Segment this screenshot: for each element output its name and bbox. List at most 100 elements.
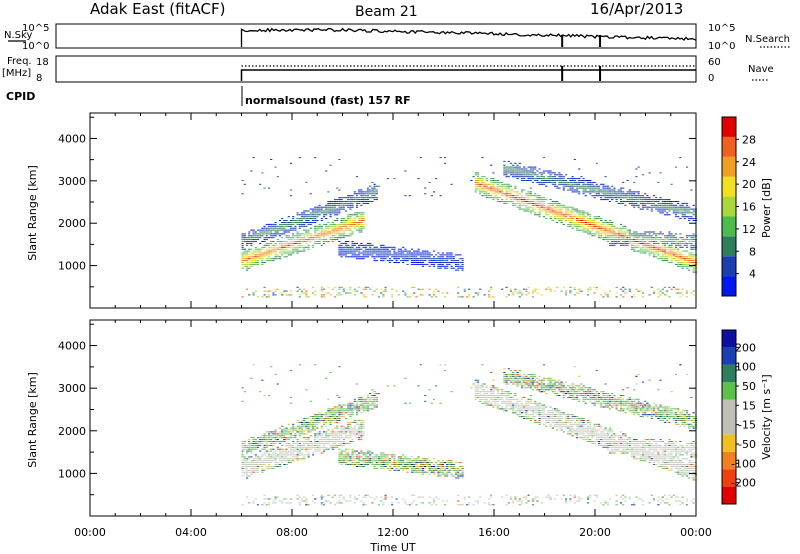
power-cell: [617, 197, 620, 199]
freq-label: Freq.: [7, 56, 32, 67]
power-cell: [657, 292, 660, 294]
power-cell: [373, 250, 376, 252]
power-cell: [560, 206, 563, 208]
nave-tick-bottom: 0: [708, 73, 714, 84]
power-cell: [584, 185, 587, 187]
velocity-cell: [327, 441, 330, 442]
power-cell: [545, 208, 548, 210]
power-cell: [358, 244, 361, 246]
velocity-cell: [483, 398, 486, 400]
power-cell: [289, 244, 293, 246]
velocity-cell: [364, 460, 367, 462]
power-cell: [688, 241, 691, 242]
power-cell: [655, 242, 658, 244]
power-cell: [382, 258, 385, 260]
power-cell: [278, 242, 282, 244]
power-cell: [344, 229, 348, 231]
velocity-cell: [490, 494, 493, 496]
velocity-cell: [338, 452, 341, 454]
power-cell: [549, 174, 552, 176]
power-cell: [441, 292, 444, 294]
power-cell: [419, 256, 422, 258]
power-cell: [692, 271, 695, 273]
power-cell: [349, 199, 352, 201]
power-cell: [633, 191, 636, 193]
power-cell: [604, 225, 607, 227]
power-cell: [507, 172, 510, 174]
velocity-cell: [263, 435, 266, 437]
velocity-cell: [292, 456, 295, 458]
power-cell: [666, 256, 669, 258]
power-cell: [289, 252, 293, 254]
power-cell: [507, 176, 510, 178]
power-cell: [360, 231, 363, 233]
power-cell: [516, 176, 519, 178]
power-cell: [336, 204, 339, 206]
power-cell: [274, 233, 277, 235]
velocity-cell: [487, 404, 491, 406]
power-cell: [292, 246, 295, 248]
velocity-cell: [325, 441, 328, 442]
power-cell: [353, 252, 356, 254]
power-cell: [626, 197, 629, 199]
power-cell: [267, 258, 271, 260]
power-cell: [507, 191, 510, 193]
power-cell: [668, 244, 671, 246]
power-cell: [518, 170, 521, 172]
velocity-cell: [386, 464, 389, 465]
power-cell: [373, 199, 376, 201]
velocity-cell: [252, 471, 255, 473]
velocity-cell: [281, 452, 284, 454]
velocity-cell: [364, 458, 367, 460]
velocity-cell: [252, 502, 255, 504]
power-cell: [408, 256, 411, 258]
power-cell: [314, 214, 317, 216]
power-cell: [562, 185, 565, 187]
power-cell: [281, 225, 284, 227]
velocity-cell: [391, 454, 394, 456]
velocity-cell: [320, 435, 323, 437]
power-cell: [644, 235, 647, 237]
power-cell: [516, 199, 519, 201]
power-cell: [655, 248, 658, 250]
power-cell: [487, 290, 491, 292]
power-cell: [358, 250, 361, 252]
power-cell: [322, 294, 326, 296]
power-cell: [267, 242, 271, 244]
power-cell: [358, 286, 361, 288]
velocity-cell: [336, 435, 339, 437]
power-cell: [278, 241, 282, 242]
power-cell: [340, 256, 343, 258]
velocity-cell: [358, 433, 361, 435]
power-cell: [267, 223, 271, 225]
power-cell: [362, 202, 365, 204]
power-cell: [415, 296, 418, 298]
power-cell: [685, 210, 689, 212]
velocity-cell: [245, 458, 249, 460]
velocity-cell: [353, 502, 356, 504]
power-cell: [377, 185, 381, 187]
velocity-cell: [421, 467, 425, 469]
power-cell: [615, 237, 618, 239]
power-cell: [413, 286, 416, 288]
velocity-cell: [342, 496, 345, 498]
velocity-cell: [261, 454, 264, 456]
velocity-cell: [300, 423, 304, 425]
power-cell: [362, 220, 365, 221]
power-cell: [619, 235, 623, 237]
power-cell: [278, 292, 282, 294]
velocity-cell: [331, 408, 334, 410]
velocity-cell: [314, 414, 317, 416]
velocity-cell: [336, 418, 339, 419]
power-cell: [338, 241, 341, 242]
velocity-cell: [393, 464, 396, 465]
power-cell: [604, 199, 607, 201]
power-cell: [586, 185, 590, 187]
power-cell: [305, 229, 308, 231]
power-cell: [626, 242, 629, 244]
power-cell: [663, 260, 667, 262]
power-cell: [417, 248, 420, 250]
power-cell: [298, 242, 301, 244]
velocity-cell: [432, 469, 436, 471]
power-cell: [670, 183, 673, 185]
